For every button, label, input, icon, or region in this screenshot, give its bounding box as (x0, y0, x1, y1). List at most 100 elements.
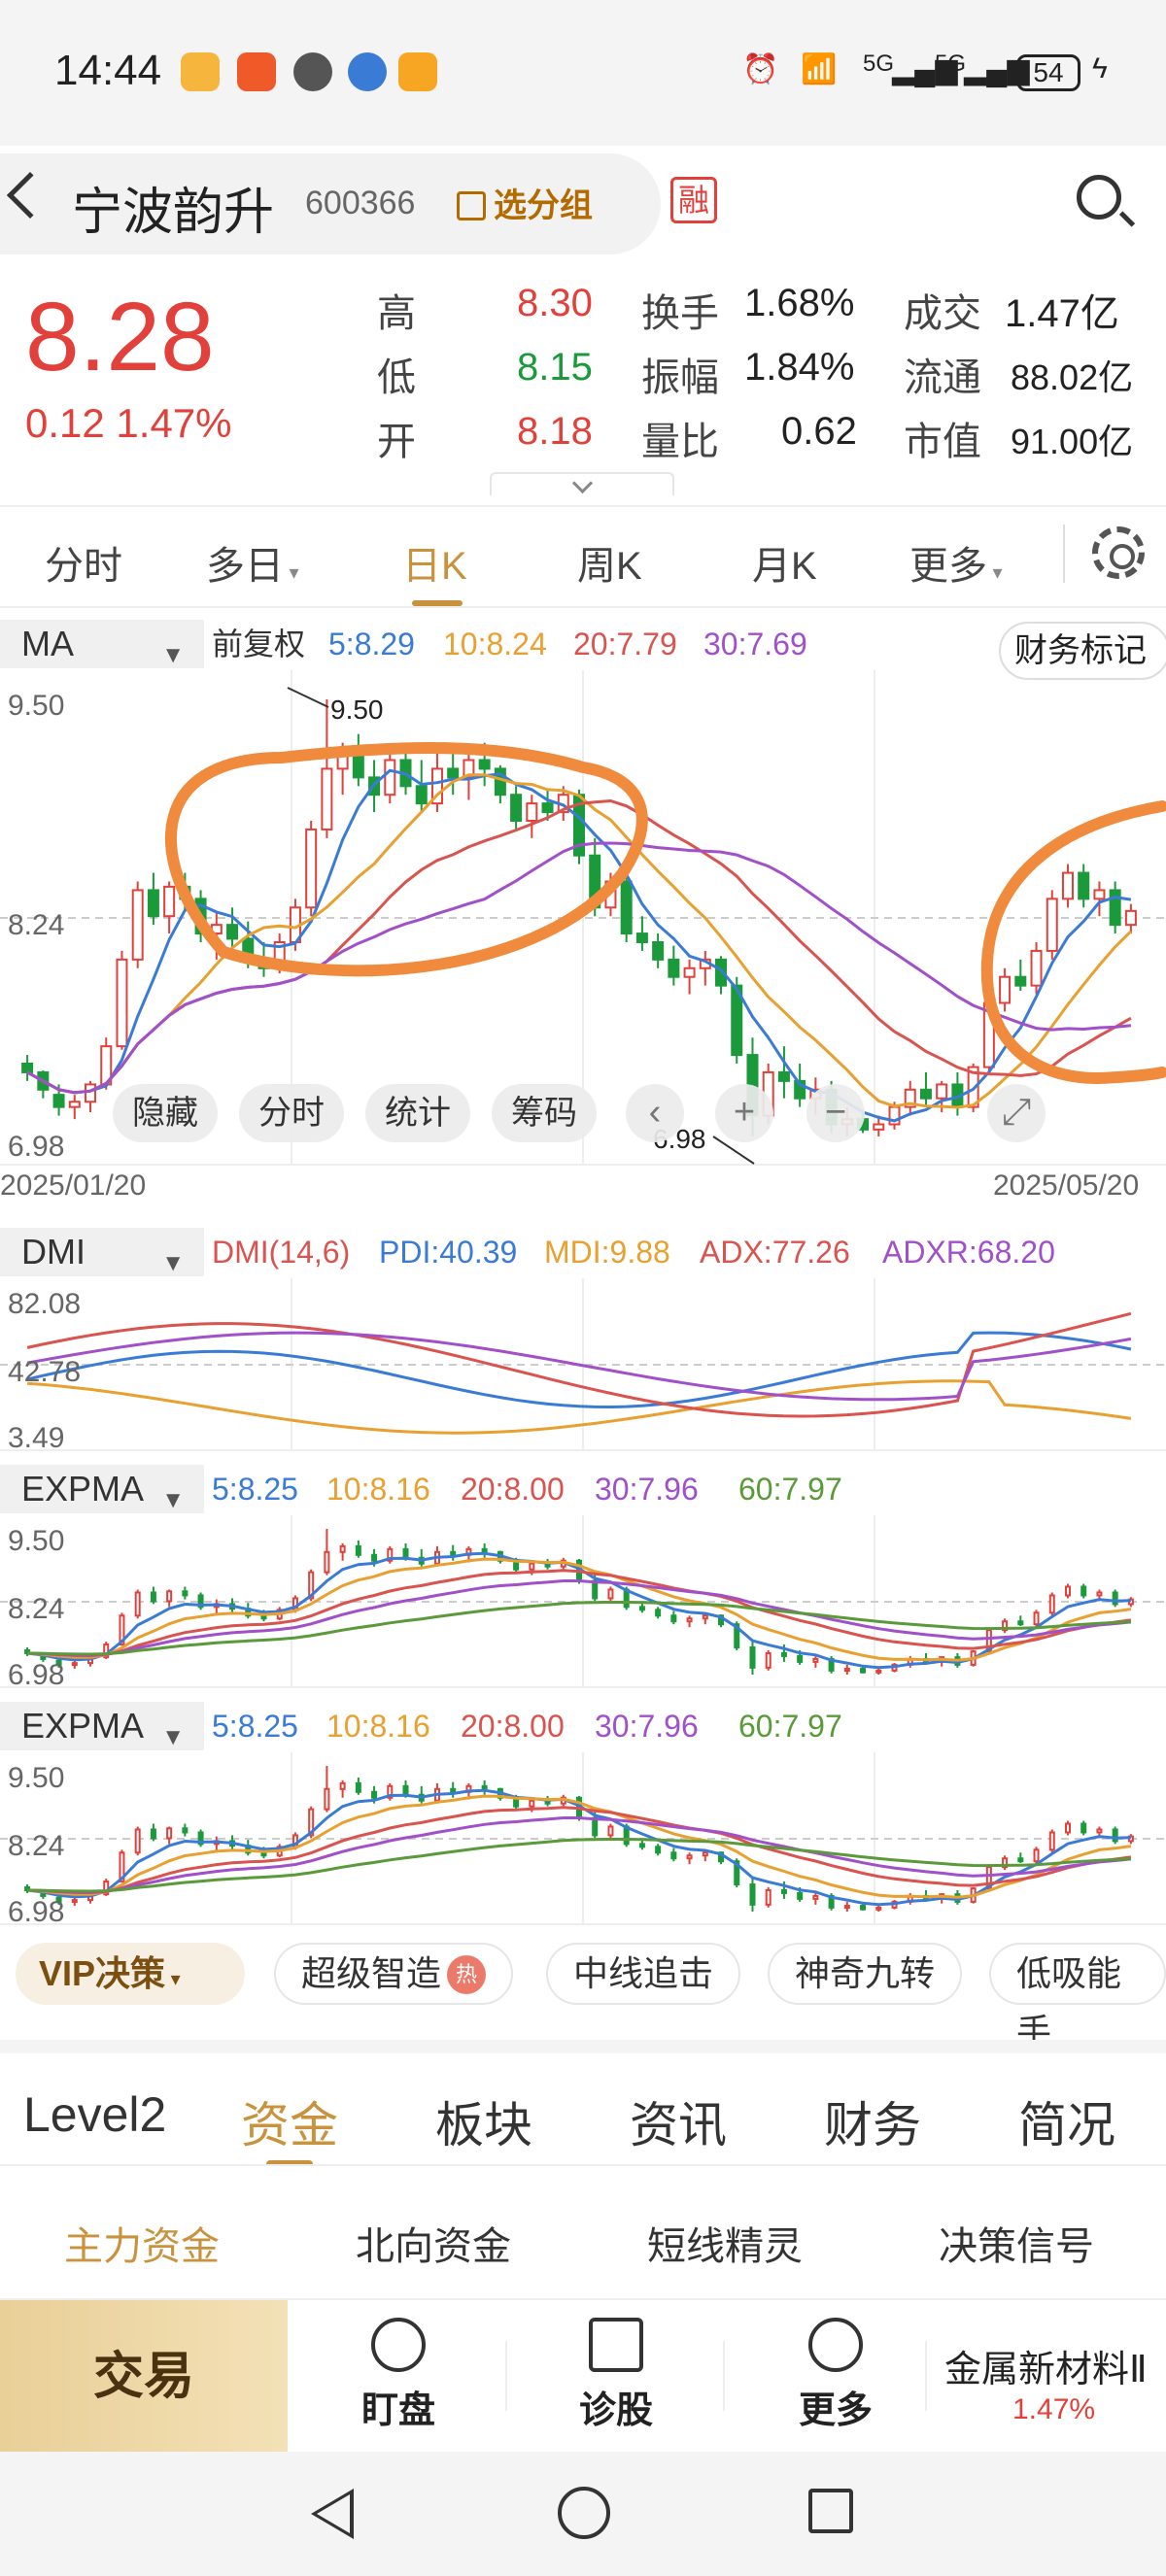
pdi-line (26, 1331, 1132, 1409)
candle-body (163, 885, 176, 918)
turnover-label: 换手 (641, 292, 719, 335)
sector-name[interactable]: 金属新材料Ⅱ (944, 2350, 1148, 2390)
nav-recents-icon[interactable] (808, 2489, 853, 2533)
chip-super-manufacturing-label: 超级智造 (301, 1953, 442, 1993)
chip-super-manufacturing[interactable]: 超级智造热 (274, 1943, 514, 2005)
candle-body (1017, 1857, 1024, 1863)
tab-monthly-k[interactable]: 月K (752, 545, 817, 588)
volume-ratio-label: 量比 (641, 421, 719, 463)
header-pill (0, 153, 661, 254)
expma5-line (26, 1788, 1131, 1907)
vip-decision-button[interactable]: VIP决策 ▾ (16, 1943, 245, 2005)
expma-indicator-select-1[interactable]: EXPMA ▼ (0, 1465, 204, 1513)
hot-badge: 热 (447, 1955, 487, 1994)
candle-body (1048, 1831, 1055, 1851)
nav-back-icon[interactable] (311, 2489, 354, 2539)
dmi-indicator-label: DMI (21, 1232, 86, 1271)
finance-mark-button[interactable]: 财务标记 (999, 622, 1166, 680)
ma-indicator-select[interactable]: MA ▼ (0, 620, 204, 668)
select-group-label: 选分组 (494, 187, 593, 224)
tab-level2[interactable]: Level2 (23, 2087, 167, 2142)
subtab-decision-signal[interactable]: 决策信号 (939, 2225, 1094, 2268)
intraday-button[interactable]: 分时 (239, 1084, 344, 1142)
tab-profile[interactable]: 简况 (1018, 2098, 1115, 2152)
ma5-value: 5:8.29 (328, 627, 415, 661)
last-price: 8.28 (25, 283, 215, 391)
candle-body (166, 1827, 173, 1840)
expma30-line (27, 1816, 1132, 1894)
high-label: 高 (377, 292, 416, 335)
hide-button[interactable]: 隐藏 (113, 1084, 218, 1142)
candle-body (166, 1590, 173, 1603)
kline-chart[interactable]: 9.50 8.24 6.98 9.50 6.98 (0, 670, 1166, 1166)
candle-body (620, 880, 633, 935)
expma2-e60: 60:7.97 (738, 1709, 842, 1744)
tab-finance[interactable]: 财务 (824, 2098, 921, 2152)
expma1-e10: 10:8.16 (326, 1472, 430, 1507)
margin-badge[interactable]: 融 (670, 177, 717, 223)
tab-more[interactable]: 更多 ▾ (909, 534, 1003, 591)
tab-sector[interactable]: 板块 (435, 2098, 532, 2152)
dmi-y-min: 3.49 (8, 1422, 64, 1451)
ma-indicator-bar: MA ▼ 前复权 5:8.29 10:8.24 20:7.79 30:7.69 (0, 620, 1166, 668)
candle-body (875, 1669, 882, 1674)
dmi-indicator-select[interactable]: DMI ▼ (0, 1228, 204, 1276)
expma-indicator-select-2[interactable]: EXPMA ▼ (0, 1702, 204, 1750)
clock: 14:44 (54, 47, 162, 94)
expma-chart-2: 9.50 8.24 6.98 (0, 1752, 1166, 1925)
expma-indicator-label-2: EXPMA (21, 1706, 145, 1746)
candle-body (415, 785, 428, 805)
tab-multiday[interactable]: 多日 ▾ (206, 534, 299, 591)
divider (505, 2341, 507, 2411)
chips-button[interactable]: 筹码 (492, 1084, 597, 1142)
tab-weekly-k[interactable]: 周K (577, 545, 642, 588)
kuaishou-icon (237, 52, 276, 91)
candle-body (1017, 1620, 1024, 1626)
adjust-mode[interactable]: 前复权 (212, 627, 306, 661)
stats-button[interactable]: 统计 (365, 1084, 470, 1142)
chip-magic-nine[interactable]: 神奇九转 (768, 1943, 963, 2005)
tab-intraday[interactable]: 分时 (45, 545, 122, 588)
subtab-northbound[interactable]: 北向资金 (356, 2225, 511, 2268)
expma20-line (27, 1806, 1132, 1895)
tab-daily-k[interactable]: 日K (402, 545, 467, 588)
tab-divider (1063, 525, 1065, 583)
capital-subtabs: 主力资金 北向资金 短线精灵 决策信号 (0, 2164, 1166, 2296)
stock-name: 宁波韵升 (72, 185, 275, 241)
candle-body (985, 1629, 992, 1653)
nav-home-icon[interactable] (558, 2487, 610, 2539)
expma1-e60: 60:7.97 (738, 1472, 842, 1507)
candle-body (652, 941, 665, 961)
stock-code: 600366 (305, 185, 416, 221)
fullscreen-icon[interactable]: ⤢ (987, 1084, 1046, 1142)
trade-button[interactable]: 交易 (0, 2300, 288, 2454)
candle-body (843, 1668, 850, 1673)
subtab-short-term[interactable]: 短线精灵 (647, 2225, 803, 2268)
chevron-left-icon[interactable]: ‹ (626, 1084, 684, 1142)
candle-body (68, 1101, 81, 1108)
tab-capital[interactable]: 资金 (241, 2098, 338, 2152)
gear-icon[interactable] (1092, 526, 1145, 579)
diagnose-button[interactable]: 诊股 (548, 2318, 684, 2433)
more-button[interactable]: 更多 (768, 2318, 904, 2433)
high-marker-line (287, 687, 329, 708)
float-cap-label: 流通 (904, 356, 981, 399)
candle-body (936, 1083, 948, 1100)
search-icon[interactable] (1077, 175, 1121, 220)
candle-body (150, 1591, 156, 1603)
float-cap-value: 88.02亿 (1011, 357, 1134, 397)
zoom-in-icon[interactable]: + (715, 1084, 773, 1142)
subtab-main-capital[interactable]: 主力资金 (64, 2225, 220, 2268)
zoom-out-icon[interactable]: − (806, 1084, 865, 1142)
tab-news[interactable]: 资讯 (630, 2098, 727, 2152)
pulse-chart-icon (589, 2318, 643, 2372)
chip-low-buy[interactable]: 低吸能手 (989, 1943, 1166, 2051)
chevron-down-icon: ▾ (284, 562, 299, 584)
annotation-circle-right (980, 800, 1166, 1085)
expand-quote-button[interactable] (490, 472, 674, 495)
select-group-button[interactable]: 选分组 (457, 179, 593, 226)
watch-button[interactable]: 盯盘 (330, 2318, 466, 2433)
dmi-lines (26, 1311, 1132, 1435)
candle-body (1048, 1594, 1055, 1614)
chip-midline-chase[interactable]: 中线追击 (546, 1943, 741, 2005)
